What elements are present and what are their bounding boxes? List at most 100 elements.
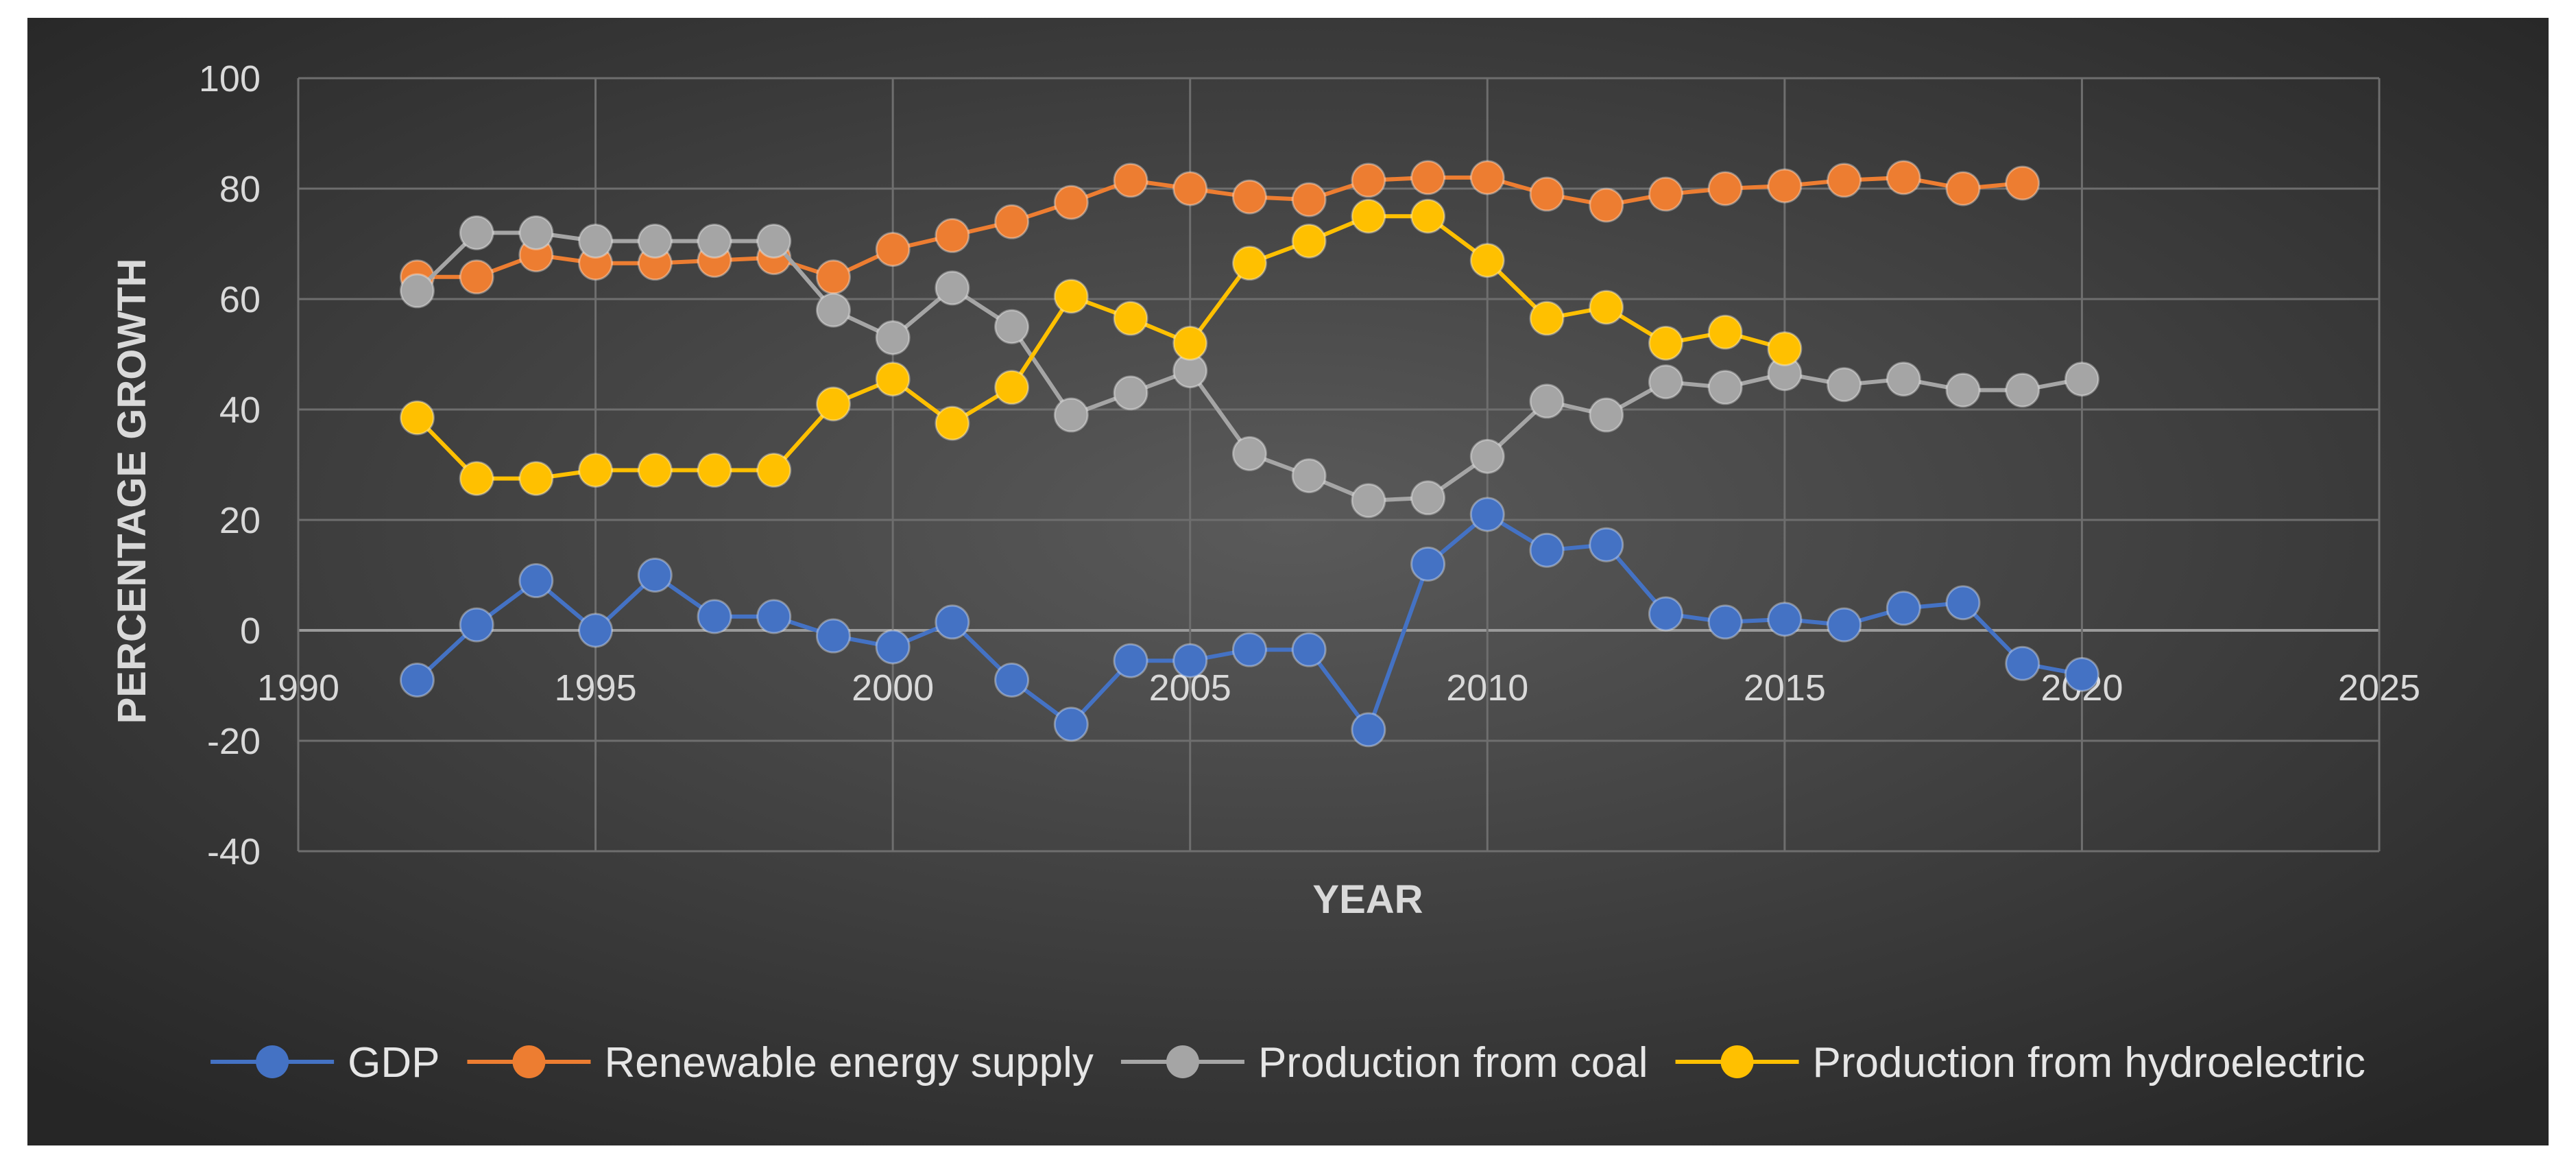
legend-label: Renewable energy supply [604,1039,1093,1086]
data-point [1231,179,1267,215]
data-point [2005,645,2041,681]
data-point [815,386,851,422]
data-point [1410,198,1446,234]
data-point [1589,187,1624,223]
data-point [1469,438,1505,474]
data-point [1053,278,1089,314]
data-point [1172,325,1208,361]
legend-item: Production from coal [1120,1039,1648,1086]
data-point [1767,331,1803,366]
data-point [756,223,792,259]
data-point [399,662,435,698]
data-point [875,232,911,268]
x-tick-label: 2010 [1446,667,1528,709]
data-point [1053,397,1089,433]
data-point [1945,171,1981,206]
data-point [1053,706,1089,742]
series-group [399,160,2099,748]
data-point [1589,527,1624,562]
y-tick-label: 40 [219,390,261,431]
series-line [417,175,2023,279]
data-point [518,563,554,599]
data-point [994,370,1030,405]
data-point [459,607,494,643]
data-point [1589,289,1624,325]
data-point [1707,370,1743,405]
series-1 [399,160,2041,295]
y-tick-label: 100 [199,58,261,99]
data-point [399,400,435,436]
data-point [1707,314,1743,350]
data-point [1231,436,1267,471]
data-point [2005,165,2041,201]
data-point [459,215,494,250]
x-tick-label: 2000 [852,667,934,709]
data-point [1529,176,1565,212]
data-point [1886,591,1921,626]
data-point [1469,497,1505,532]
data-point [935,270,970,306]
x-tick-label: 2025 [2338,667,2420,709]
legend-label: GDP [348,1039,440,1086]
data-point [1291,632,1327,667]
data-point [1113,643,1148,678]
data-point [1351,163,1386,198]
legend-marker [1166,1045,1199,1078]
data-point [1767,168,1803,204]
data-point [1410,546,1446,582]
data-point [935,217,970,253]
data-point [697,599,732,634]
data-point [1410,480,1446,516]
data-point [1113,163,1148,198]
data-point [578,223,614,259]
data-point [1827,163,1862,198]
data-point [1886,361,1921,397]
data-point [815,259,851,295]
data-point [399,273,435,309]
data-point [1469,243,1505,278]
data-point [1589,397,1624,433]
data-point [2064,361,2099,397]
data-point [935,405,970,441]
data-point [875,629,911,665]
y-tick-label: 0 [240,610,261,652]
y-axis-title: PERCENTAGE GROWTH [110,259,154,724]
legend-marker [1720,1045,1754,1078]
data-point [994,662,1030,698]
data-point [1529,383,1565,419]
y-tick-label: 20 [219,500,261,541]
data-point [1351,198,1386,234]
data-point [578,613,614,648]
data-point [1351,483,1386,519]
data-point [1113,375,1148,411]
data-point [1529,532,1565,568]
data-point [994,204,1030,239]
data-point [637,558,673,593]
data-point [1231,246,1267,281]
data-point [578,453,614,488]
data-point [1529,300,1565,336]
data-point [1648,596,1683,632]
data-point [1886,160,1921,195]
data-point [1113,300,1148,336]
data-point [2005,372,2041,408]
data-point [756,599,792,634]
chart-background [27,18,2549,1145]
legend-item: Renewable energy supply [467,1039,1094,1086]
data-point [875,361,911,397]
data-point [815,618,851,654]
data-point [1945,585,1981,621]
data-point [459,259,494,295]
chart-frame: -40 -20 0 20 40 60 80 100 1990 1995 2000 2005 2010 20… [27,18,2549,1145]
legend-marker [512,1045,546,1078]
data-point [1648,364,1683,400]
data-point [1231,632,1267,667]
data-point [697,223,732,259]
data-point [637,453,673,488]
data-point [1291,182,1327,217]
data-point [1827,367,1862,403]
y-tick-label: -40 [207,831,261,872]
legend-marker [256,1045,289,1078]
data-point [1351,712,1386,748]
